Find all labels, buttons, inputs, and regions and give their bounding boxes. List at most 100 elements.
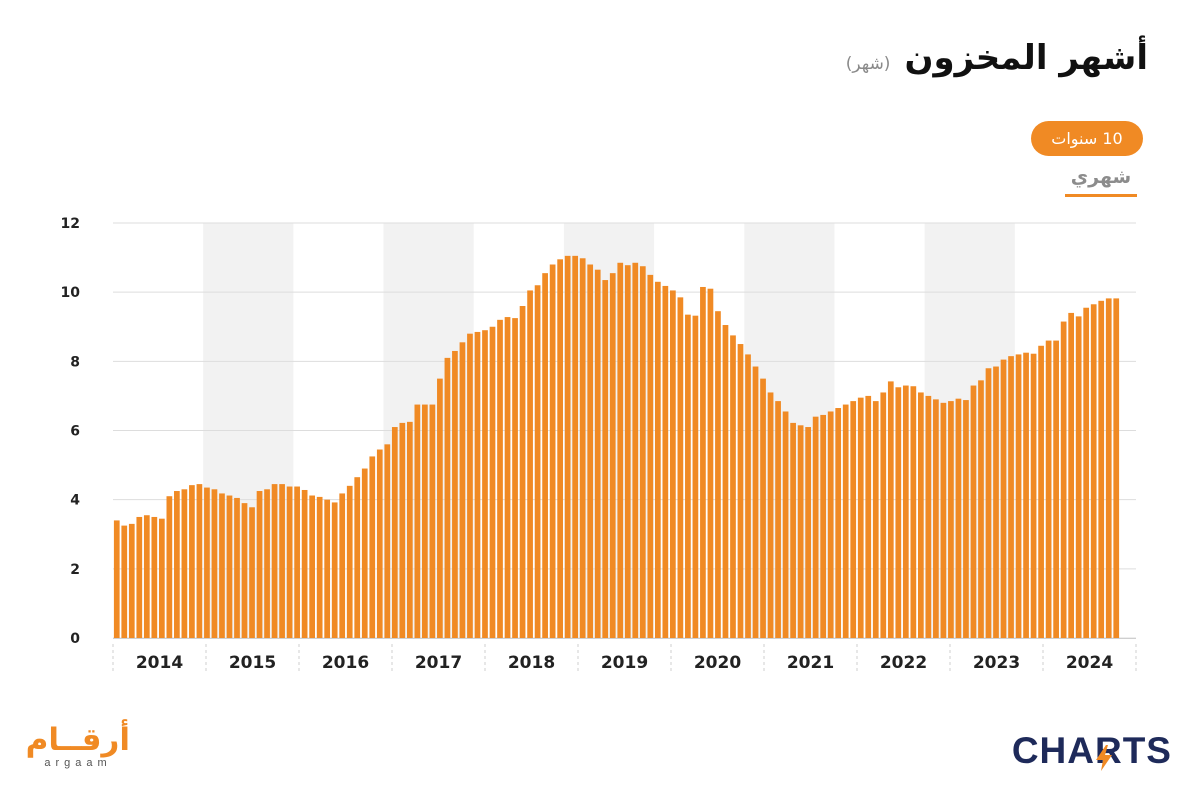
bar [1053,340,1059,638]
bar [196,484,203,638]
bar [504,317,511,638]
x-tick-label: 2022 [880,653,927,673]
bar [452,350,458,638]
bar [707,288,714,638]
bar [835,408,842,638]
charts-logo: CHARTS [1011,730,1172,771]
bar [715,311,721,638]
bar [865,395,872,638]
bar [850,401,857,638]
bar [1045,340,1052,638]
bar [579,258,586,638]
bar [271,484,278,638]
bar [670,290,676,638]
bar [963,400,969,638]
bar [827,411,834,638]
bar [354,477,361,638]
bar [459,342,466,638]
bar [361,468,368,638]
bar [128,523,135,638]
argaam-logo-arabic: أرقــام [25,722,130,758]
bar [143,515,150,638]
bar [1015,354,1022,638]
bar [189,485,195,638]
bar [654,281,661,638]
bar [399,422,406,638]
x-tick-label: 2016 [322,653,369,673]
bar [339,493,346,638]
y-tick-label: 2 [70,562,80,578]
bar [346,485,353,638]
x-tick-label: 2020 [694,653,741,673]
bar [474,331,481,638]
bar [391,427,398,638]
bar [331,502,338,638]
title-main: أشهر المخزون [904,38,1148,78]
bar [993,366,999,638]
bar [1060,321,1067,638]
bar [1008,356,1014,638]
bar [820,414,827,638]
bar [489,326,496,638]
bar [887,381,894,638]
bar [1075,316,1082,638]
range-10-years-button[interactable]: 10 سنوات [1031,121,1143,156]
bar [234,497,240,638]
bar [722,325,729,638]
bolt-icon [1096,745,1112,771]
bar [940,402,947,638]
argaam-logo: أرقــام argaam [26,722,130,770]
bar [978,380,984,638]
bar [1098,300,1105,638]
bar [422,404,428,638]
y-tick-label: 10 [61,285,81,301]
bar [309,495,316,638]
bar [917,392,924,638]
bar [549,264,556,638]
bar [1090,304,1097,638]
x-tick-label: 2017 [415,653,462,673]
bar [594,269,601,638]
x-tick-label: 2024 [1066,653,1113,673]
bar [685,314,691,638]
bar [534,285,541,638]
bar [872,401,879,638]
bar [775,401,781,638]
bar [925,395,932,638]
bar [324,499,331,638]
bar [730,335,736,638]
bar [406,421,413,638]
bar [812,416,819,638]
bar [204,487,210,638]
bar [121,525,128,638]
bar [805,427,811,638]
bar [790,422,796,638]
bar [857,397,864,638]
bar [256,491,263,638]
bar [542,273,548,638]
bar [632,262,639,638]
x-tick-label: 2023 [973,653,1020,673]
bar [752,366,759,638]
bar [902,385,909,638]
bar [369,456,376,638]
bar [587,264,594,638]
bar [782,411,789,638]
x-tick-label: 2019 [601,653,648,673]
bar [316,496,323,638]
bar [745,354,751,638]
tab-monthly[interactable]: شهري [1065,166,1137,197]
bar [767,392,774,638]
bar [384,444,391,638]
y-tick-label: 6 [70,424,80,440]
bar [151,516,158,638]
bar [602,280,609,638]
bar [113,520,120,638]
bar [519,306,526,638]
bar [1000,359,1007,638]
bar [211,489,218,638]
bar [677,297,684,638]
y-tick-label: 8 [70,354,80,370]
bar [1068,312,1075,638]
